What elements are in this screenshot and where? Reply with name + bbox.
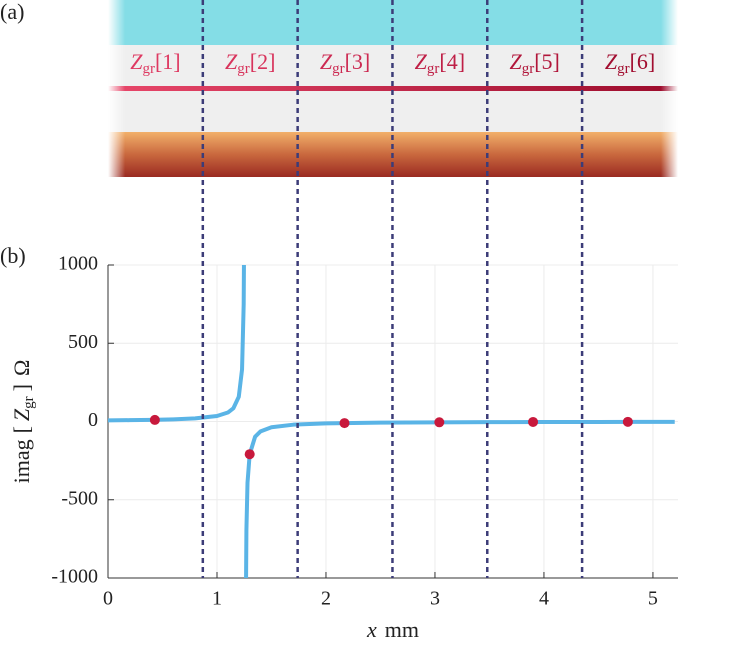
segment-label: Zgr[2] xyxy=(225,49,275,77)
segment-label: Zgr[1] xyxy=(130,49,180,77)
segment-symbol: Z xyxy=(225,49,238,74)
segment-subscript: gr xyxy=(522,61,535,77)
segment-index: [4] xyxy=(439,49,465,74)
x-label-symbol: x xyxy=(366,617,377,642)
y-tick-label: -500 xyxy=(61,487,98,509)
y-label-subscript: gr xyxy=(21,396,37,409)
x-tick-label: 5 xyxy=(648,588,658,610)
x-tick-label: 0 xyxy=(103,588,113,610)
y-label-symbol: Z xyxy=(9,408,34,421)
sample-point xyxy=(244,449,255,460)
panel-label: (b) xyxy=(0,243,26,268)
y-tick-label: 0 xyxy=(88,409,98,431)
segment-labels: Zgr[1] Zgr[2] Zgr[3] Zgr[4] Zgr[5] Zgr[6] xyxy=(130,49,655,77)
segment-symbol: Z xyxy=(320,49,333,74)
segment-index: [1] xyxy=(155,49,181,74)
y-tick-label: -1000 xyxy=(51,566,98,588)
x-axis-label: x mm xyxy=(366,617,419,642)
y-axis-label: imag [ Zgr] Ω xyxy=(9,360,37,484)
segment-index: [5] xyxy=(534,49,560,74)
y-label-function: imag xyxy=(9,439,34,483)
sample-point xyxy=(622,416,633,427)
sample-point xyxy=(339,418,350,429)
graphene-strip xyxy=(108,86,678,91)
segment-symbol: Z xyxy=(415,49,428,74)
y-tick-label: 500 xyxy=(68,331,98,353)
x-tick-label: 4 xyxy=(539,588,549,610)
segment-index: [3] xyxy=(345,49,371,74)
segment-subscript: gr xyxy=(332,61,345,77)
segment-label: Zgr[5] xyxy=(509,49,559,77)
plot: -1000 -500 0 500 1000 0 1 2 3 4 5 x mm imag [ Zgr] Ω xyxy=(9,0,678,642)
segment-label: Zgr[3] xyxy=(320,49,370,77)
x-tick-label: 1 xyxy=(212,588,222,610)
y-label-unit: Ω xyxy=(9,360,34,376)
x-tick-label: 3 xyxy=(430,588,440,610)
sample-point xyxy=(528,416,539,427)
y-tick-label: 1000 xyxy=(58,253,98,275)
stack xyxy=(108,0,678,177)
y-label-open: [ xyxy=(9,426,34,433)
segment-subscript: gr xyxy=(427,61,440,77)
sample-point xyxy=(434,417,445,428)
segment-index: [6] xyxy=(630,49,656,74)
segment-symbol: Z xyxy=(605,49,618,74)
x-label-unit: mm xyxy=(385,617,419,642)
segment-subscript: gr xyxy=(142,61,155,77)
y-label-close: ] xyxy=(9,384,34,391)
segment-symbol: Z xyxy=(130,49,143,74)
segment-label: Zgr[6] xyxy=(605,49,655,77)
panel-label: (a) xyxy=(0,0,24,24)
curve xyxy=(108,265,675,578)
x-tick-label: 2 xyxy=(321,588,331,610)
sample-point xyxy=(149,414,160,425)
segment-subscript: gr xyxy=(617,61,630,77)
segment-index: [2] xyxy=(250,49,276,74)
segment-label: Zgr[4] xyxy=(415,49,465,77)
segment-symbol: Z xyxy=(509,49,522,74)
segment-subscript: gr xyxy=(237,61,250,77)
